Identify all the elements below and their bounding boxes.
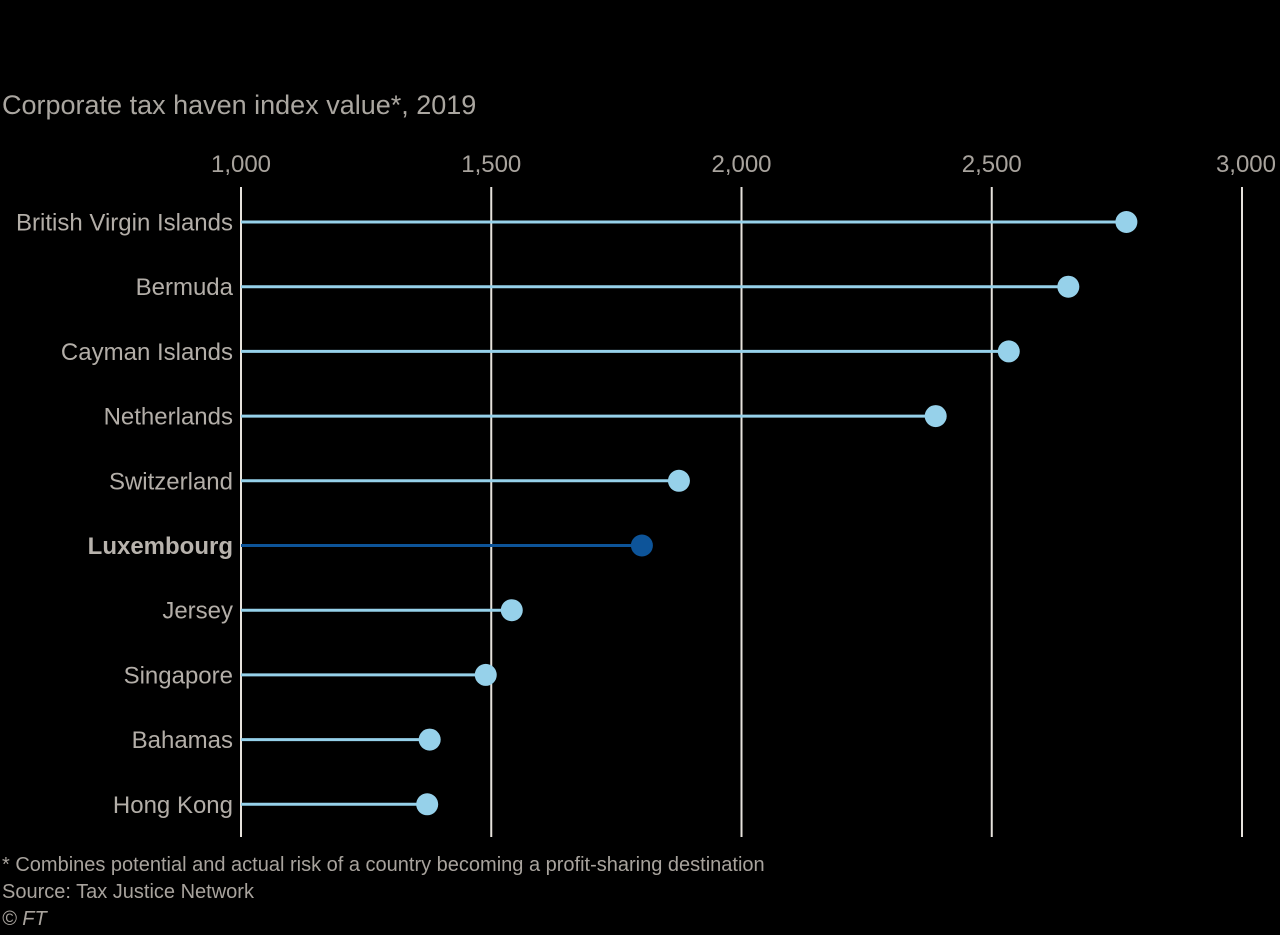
chart-title: Corporate tax haven index value*, 2019 — [2, 90, 477, 120]
y-category-label: Bermuda — [136, 274, 234, 301]
x-tick-label: 1,000 — [211, 151, 271, 178]
y-category-label: Hong Kong — [113, 792, 233, 819]
footnote: * Combines potential and actual risk of … — [2, 854, 765, 876]
chart-footer: * Combines potential and actual risk of … — [2, 852, 765, 933]
lollipop-dot — [667, 469, 690, 492]
y-category-label: Jersey — [162, 598, 233, 625]
y-category-label: Netherlands — [104, 404, 233, 431]
lollipop-dot — [416, 793, 439, 816]
lollipop-chart: 1,000 1,500 2,000 2,500 3,000 British Virgin … — [16, 151, 1276, 837]
copyright: © FT — [2, 908, 47, 930]
y-category-label: Switzerland — [109, 468, 233, 495]
source-note: Source: Tax Justice Network — [2, 881, 254, 903]
lollipop-dot — [474, 663, 497, 686]
y-category-label: British Virgin Islands — [16, 210, 233, 237]
lollipop-dot — [997, 340, 1020, 363]
lollipop-dot — [630, 534, 653, 557]
lollipop-dot — [1115, 211, 1138, 233]
x-tick-label: 1,500 — [461, 151, 521, 178]
lollipop-dot — [924, 405, 947, 428]
x-tick-label: 2,500 — [962, 151, 1022, 178]
lollipop-dot — [1057, 275, 1080, 298]
y-category-label: Bahamas — [132, 727, 233, 754]
lollipop-dot — [418, 728, 441, 751]
x-tick-label: 3,000 — [1216, 151, 1276, 178]
y-category-label: Singapore — [124, 662, 233, 689]
lollipop-dot — [500, 599, 523, 622]
y-category-label: Cayman Islands — [61, 339, 233, 366]
x-tick-label: 2,000 — [711, 151, 771, 178]
y-category-label: Luxembourg — [88, 533, 233, 560]
